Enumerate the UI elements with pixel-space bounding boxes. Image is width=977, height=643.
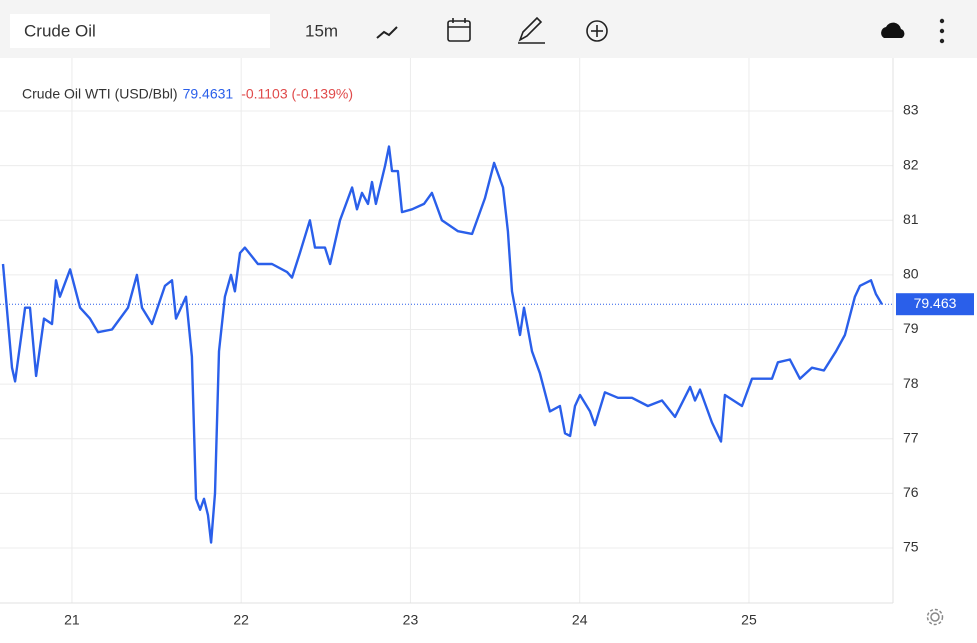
draw-icon[interactable] (518, 16, 545, 44)
chart-type-icon[interactable] (376, 26, 398, 39)
y-tick-label: 77 (903, 429, 919, 445)
grid (0, 58, 893, 603)
search-box[interactable] (10, 14, 270, 48)
x-tick-label: 23 (403, 612, 419, 628)
x-tick-label: 21 (64, 612, 80, 628)
x-tick-label: 22 (233, 612, 249, 628)
y-tick-label: 82 (903, 156, 919, 172)
y-tick-label: 75 (903, 539, 919, 555)
y-tick-label: 79 (903, 320, 919, 336)
menu-icon[interactable] (939, 18, 945, 44)
y-tick-label: 76 (903, 484, 919, 500)
interval-button[interactable]: 15m (305, 21, 338, 40)
y-tick-label: 80 (903, 266, 919, 282)
x-tick-label: 24 (572, 612, 588, 628)
last-price-box (896, 293, 974, 316)
y-tick-label: 78 (903, 375, 919, 391)
price-line (1, 145, 884, 544)
calendar-icon[interactable] (447, 18, 471, 42)
settings-icon[interactable] (926, 608, 944, 626)
y-tick-label: 83 (903, 102, 919, 118)
x-tick-label: 25 (741, 612, 757, 628)
y-tick-label: 81 (903, 211, 919, 227)
download-icon[interactable] (881, 22, 905, 38)
last-price-label: 79.463 (914, 295, 957, 311)
add-icon[interactable] (586, 20, 608, 42)
legend-change: -0.1103 (-0.139%) (241, 86, 353, 102)
search-text: Crude Oil (24, 21, 96, 40)
legend-price: 79.4631 (183, 86, 234, 102)
legend-name: Crude Oil WTI (USD/Bbl) (22, 86, 178, 102)
